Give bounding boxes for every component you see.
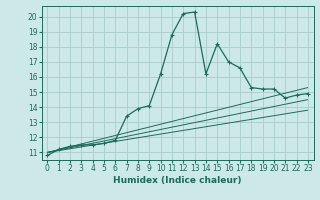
X-axis label: Humidex (Indice chaleur): Humidex (Indice chaleur)	[113, 176, 242, 185]
